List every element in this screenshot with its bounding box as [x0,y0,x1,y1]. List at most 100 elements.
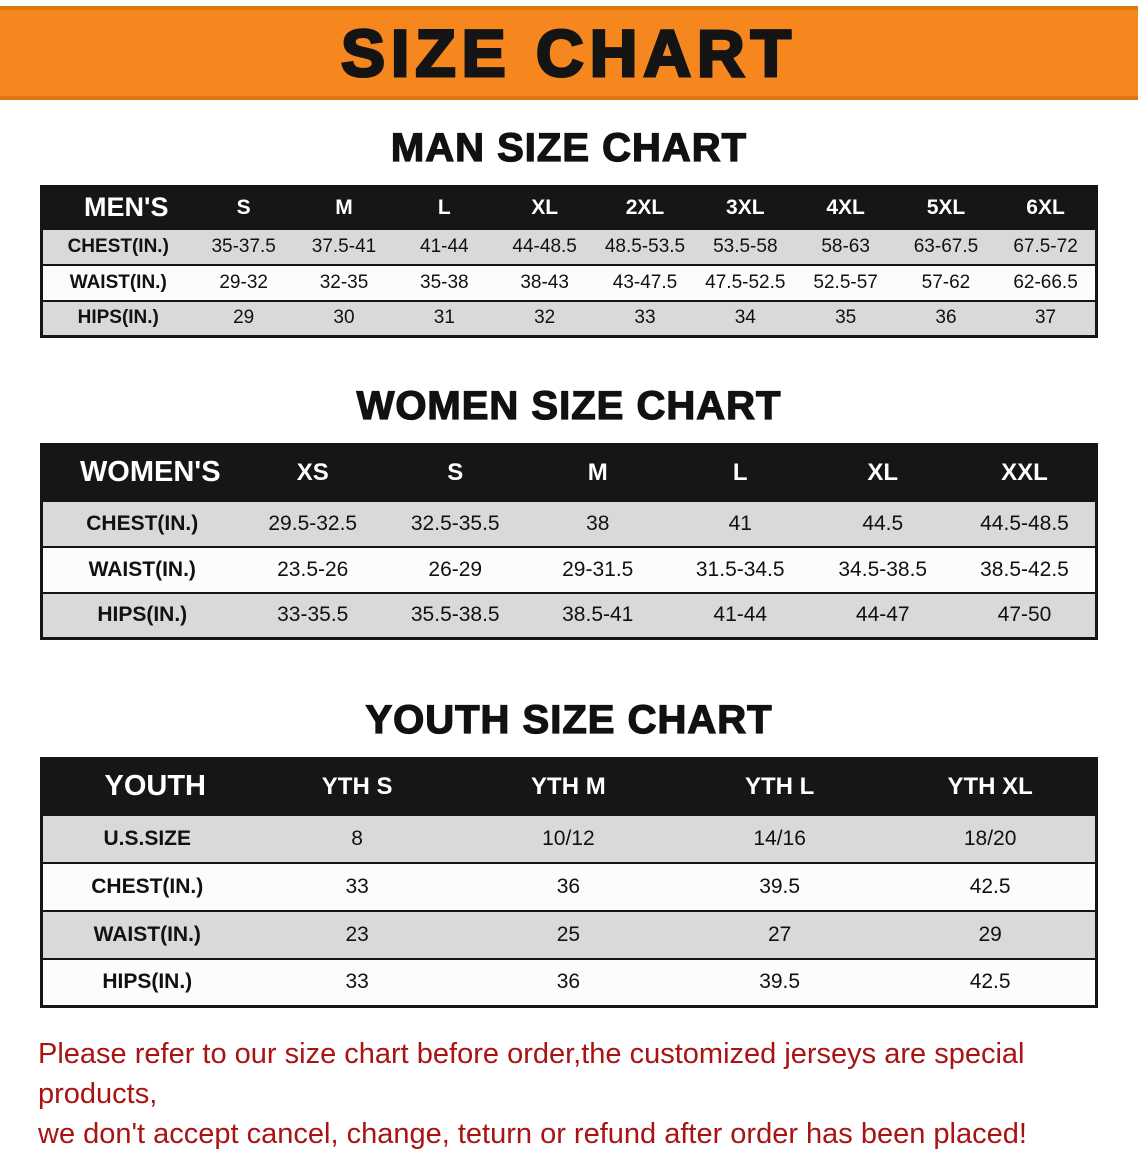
row-label: U.S.SIZE [41,813,252,864]
table-row: U.S.SIZE 8 10/12 14/16 18/20 [41,813,1097,864]
size-cell: 36 [462,861,674,912]
table-row: WAIST(IN.) 23.5-26 26-29 29-31.5 31.5-34… [41,545,1097,594]
size-cell: 63-67.5 [895,227,997,266]
size-cell: 39.5 [674,861,886,912]
size-cell: 33 [251,861,463,912]
size-cell: 30 [293,299,395,338]
page-title: SIZE CHART [340,16,797,90]
size-column-header: S [193,185,294,230]
men-header-row: MEN'S S M L XL 2XL 3XL 4XL 5XL 6XL [41,185,1097,230]
size-column-header: XL [494,185,595,230]
size-cell: 38.5-42.5 [954,545,1097,594]
size-column-header: YTH M [462,757,674,816]
size-cell: 32-35 [293,263,395,302]
table-row: WAIST(IN.) 29-32 32-35 35-38 38-43 43-47… [41,263,1097,302]
size-cell: 38-43 [494,263,595,302]
size-cell: 41-44 [669,591,812,640]
youth-section-heading: YOUTH SIZE CHART [365,697,773,742]
youth-size-table: YOUTH YTH S YTH M YTH L YTH XL U.S.SIZE … [40,757,1098,1008]
size-cell: 25 [462,909,674,960]
size-cell: 32.5-35.5 [384,499,527,548]
note-line-1: Please refer to our size chart before or… [38,1038,1025,1111]
size-cell: 44-47 [811,591,954,640]
row-label: CHEST(IN.) [41,861,252,912]
size-column-header: 4XL [795,185,896,230]
row-label: HIPS(IN.) [41,591,242,640]
size-cell: 41 [669,499,812,548]
size-cell: 43-47.5 [594,263,696,302]
size-cell: 32 [494,299,595,338]
size-cell: 42.5 [885,861,1097,912]
size-column-header: XXL [954,443,1097,502]
size-cell: 35-37.5 [193,227,294,266]
size-cell: 41-44 [394,227,495,266]
table-row: WAIST(IN.) 23 25 27 29 [41,909,1097,960]
size-column-header: L [394,185,495,230]
size-cell: 58-63 [795,227,896,266]
size-cell: 35-38 [394,263,495,302]
size-cell: 57-62 [895,263,997,302]
size-cell: 23 [251,909,463,960]
size-cell: 48.5-53.5 [594,227,696,266]
women-size-table: WOMEN'S XS S M L XL XXL CHEST(IN.) 29.5-… [40,443,1098,640]
size-cell: 67.5-72 [996,227,1097,266]
size-cell: 26-29 [384,545,527,594]
size-cell: 38 [526,499,669,548]
youth-header-row: YOUTH YTH S YTH M YTH L YTH XL [41,757,1097,816]
table-row: HIPS(IN.) 33 36 39.5 42.5 [41,957,1097,1008]
row-label: HIPS(IN.) [41,299,194,338]
size-cell: 44.5 [811,499,954,548]
table-row: HIPS(IN.) 29 30 31 32 33 34 35 36 37 [41,299,1097,338]
note-line-2: we don't accept cancel, change, teturn o… [38,1118,1027,1151]
size-cell: 36 [895,299,997,338]
size-cell: 34.5-38.5 [811,545,954,594]
table-row: CHEST(IN.) 29.5-32.5 32.5-35.5 38 41 44.… [41,499,1097,548]
size-cell: 36 [462,957,674,1008]
size-cell: 52.5-57 [795,263,896,302]
order-policy-note: Please refer to our size chart before or… [38,1034,1100,1154]
size-cell: 14/16 [674,813,886,864]
size-column-header: XS [241,443,384,502]
women-section-heading: WOMEN SIZE CHART [356,383,782,428]
size-cell: 18/20 [885,813,1097,864]
size-cell: 33 [251,957,463,1008]
size-column-header: YTH S [251,757,463,816]
size-cell: 33 [594,299,696,338]
size-cell: 44-48.5 [494,227,595,266]
men-size-table: MEN'S S M L XL 2XL 3XL 4XL 5XL 6XL CHEST… [40,185,1098,338]
size-cell: 29-32 [193,263,294,302]
row-label: HIPS(IN.) [41,957,252,1008]
size-cell: 47.5-52.5 [695,263,796,302]
size-cell: 53.5-58 [695,227,796,266]
size-cell: 37 [996,299,1097,338]
size-column-header: XL [811,443,954,502]
size-cell: 29 [885,909,1097,960]
size-cell: 10/12 [462,813,674,864]
size-cell: 29-31.5 [526,545,669,594]
size-column-header: M [293,185,395,230]
size-column-header: YTH L [674,757,886,816]
size-cell: 34 [695,299,796,338]
row-label: CHEST(IN.) [41,227,194,266]
row-label: WAIST(IN.) [41,909,252,960]
size-cell: 42.5 [885,957,1097,1008]
size-cell: 35.5-38.5 [384,591,527,640]
size-column-header: 6XL [996,185,1097,230]
men-section-heading: MAN SIZE CHART [390,125,748,170]
size-column-header: L [669,443,812,502]
size-cell: 27 [674,909,886,960]
size-cell: 29.5-32.5 [241,499,384,548]
size-column-header: 5XL [895,185,997,230]
size-cell: 35 [795,299,896,338]
banner: SIZE CHART [0,6,1138,100]
size-column-header: YTH XL [885,757,1097,816]
size-cell: 47-50 [954,591,1097,640]
women-corner-label: WOMEN'S [41,443,242,502]
size-column-header: S [384,443,527,502]
size-column-header: 2XL [594,185,696,230]
row-label: WAIST(IN.) [41,263,194,302]
size-cell: 37.5-41 [293,227,395,266]
size-cell: 44.5-48.5 [954,499,1097,548]
size-column-header: M [526,443,669,502]
size-cell: 8 [251,813,463,864]
